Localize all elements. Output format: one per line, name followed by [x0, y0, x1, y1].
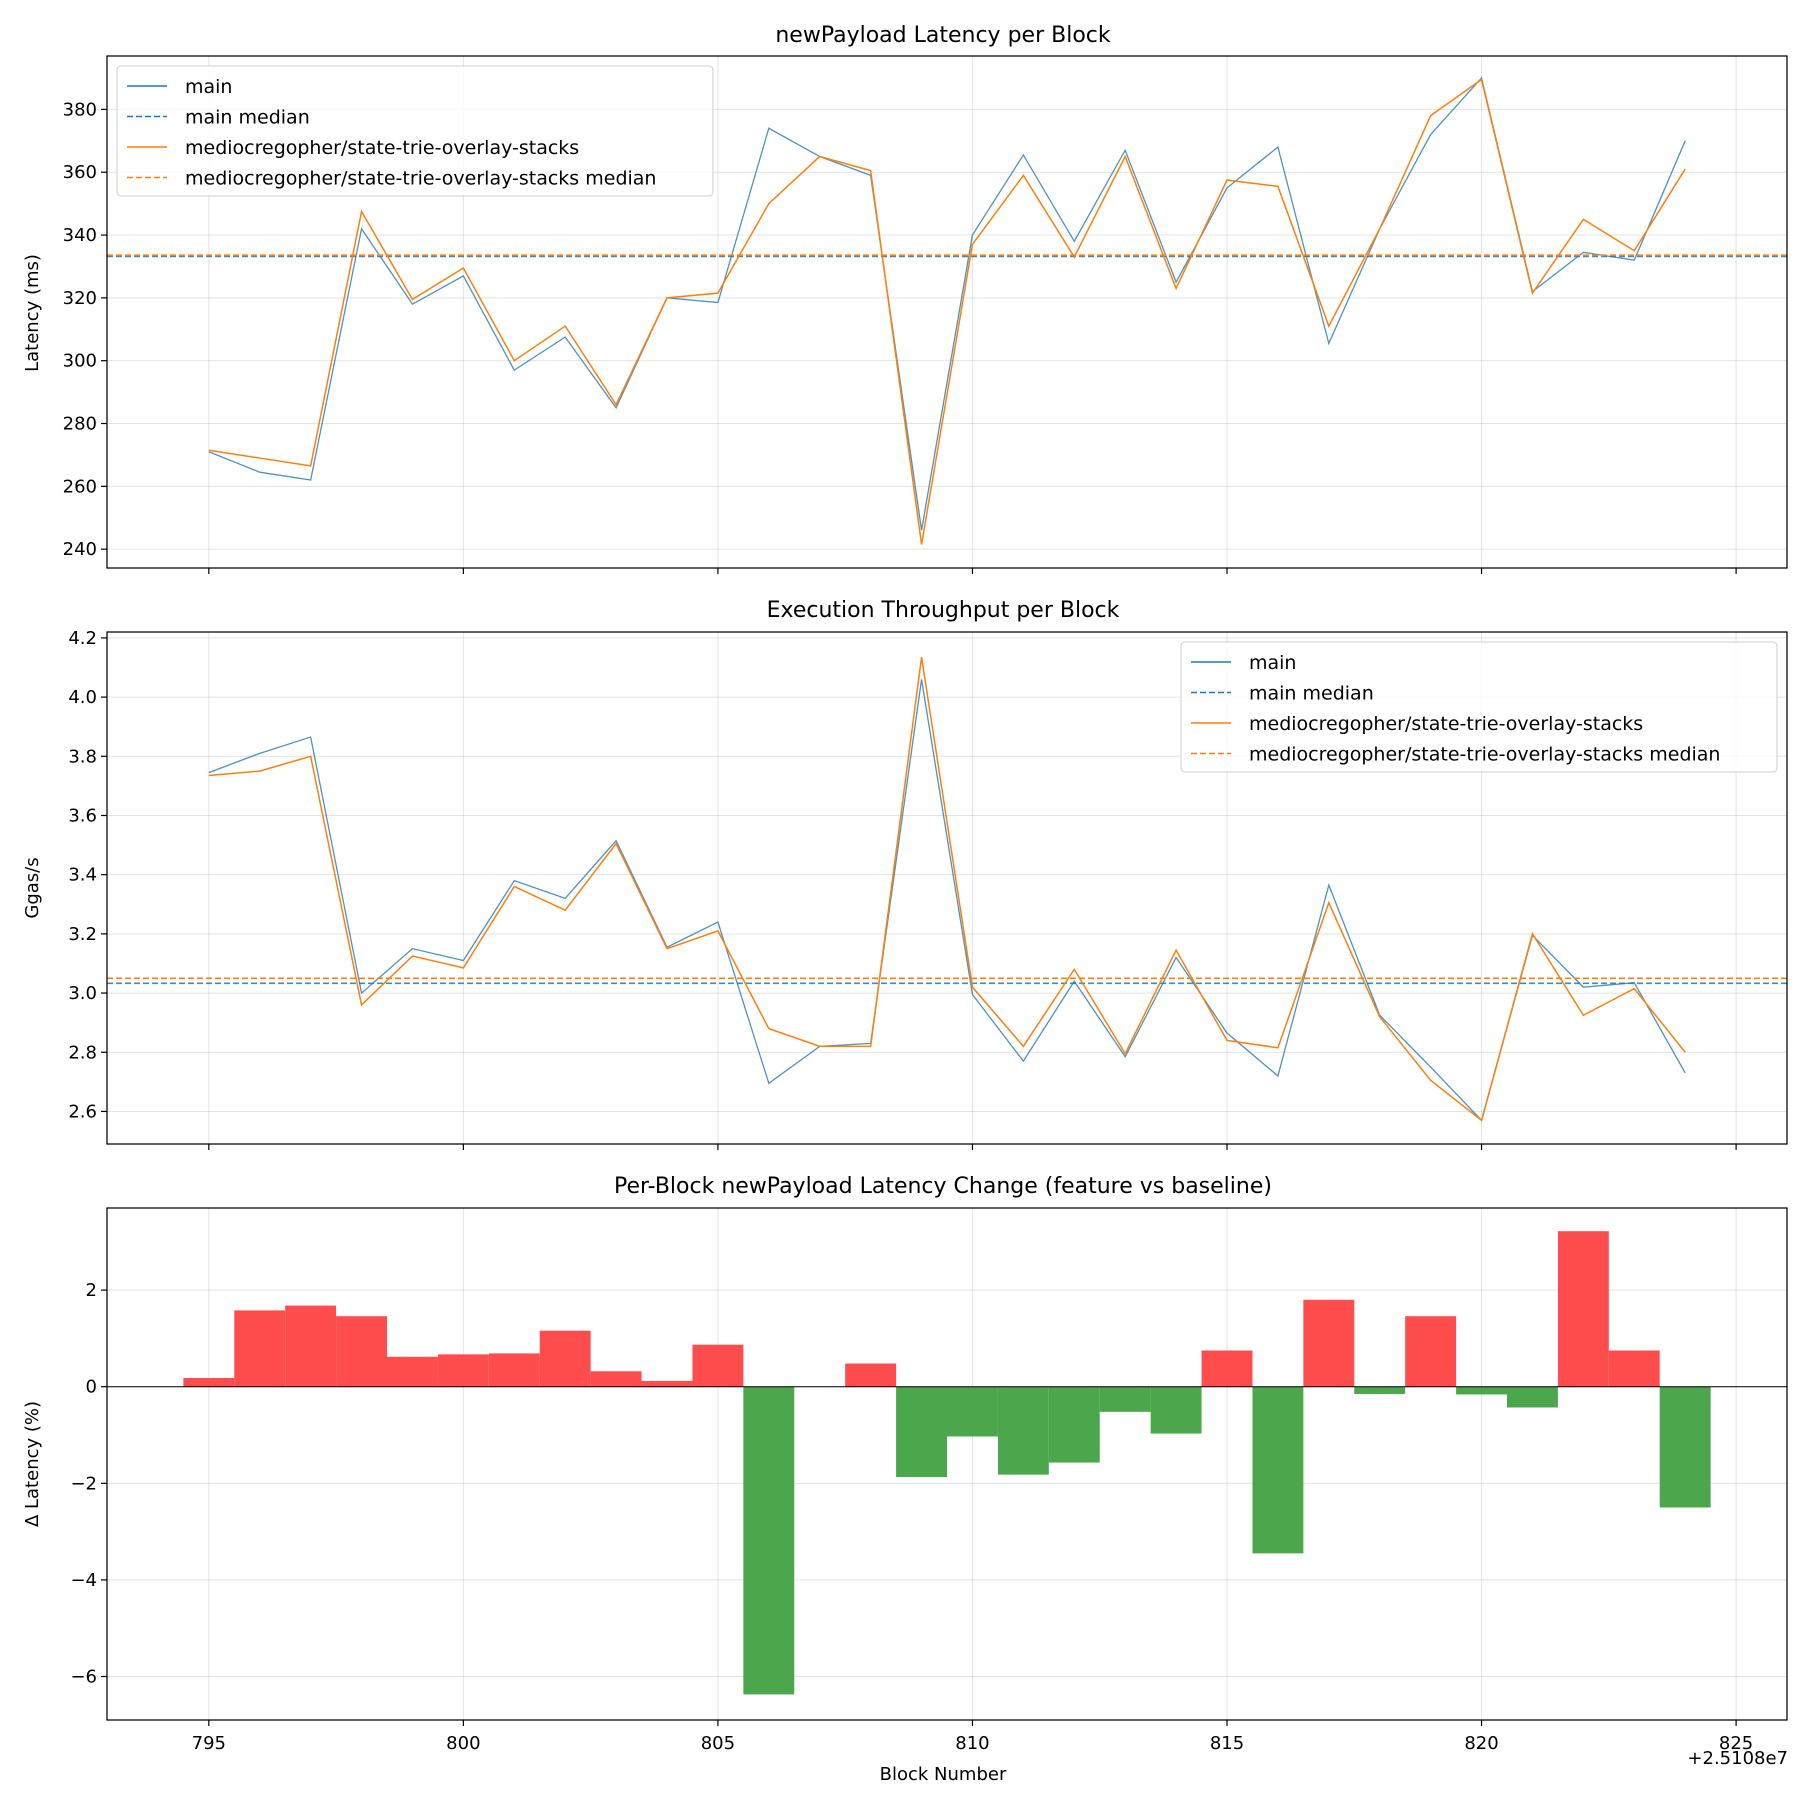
delta-bar: [590, 1371, 642, 1387]
delta-bar: [387, 1356, 438, 1387]
delta-bar: [488, 1353, 540, 1387]
delta-xtick-label: 820: [1464, 1733, 1498, 1754]
delta-bar: [1201, 1350, 1253, 1387]
delta-bar: [1252, 1386, 1304, 1554]
delta-bar: [1507, 1386, 1558, 1408]
delta-bar: [1557, 1231, 1609, 1387]
latency-ytick-label: 380: [63, 99, 97, 120]
throughput-legend-label: mediocregopher/state-trie-overlay-stacks: [1249, 713, 1643, 735]
delta-xtick-label: 815: [1210, 1733, 1244, 1754]
latency-legend: main main median mediocregopher/state-trie…: [116, 65, 714, 197]
throughput-panel: Execution Throughput per Block Ggas/s 2.…: [22, 598, 1788, 1150]
latency-ylabel: Latency (ms): [22, 254, 43, 372]
throughput-ytick-label: 4.2: [68, 628, 97, 649]
delta-bar: [437, 1354, 489, 1387]
throughput-content: [107, 657, 1787, 1122]
x-offset-text: +2.5108e7: [1687, 1748, 1788, 1769]
delta-xtick-label: 805: [701, 1733, 735, 1754]
latency-frame: [106, 55, 1788, 569]
delta-bar: [1099, 1386, 1151, 1412]
delta-bar: [1659, 1386, 1711, 1508]
delta-bar: [1354, 1386, 1406, 1394]
throughput-ytick-label: 2.8: [68, 1042, 97, 1063]
latency-ytick-label: 340: [63, 225, 97, 246]
latency-ytick-label: 240: [63, 539, 97, 560]
throughput-legend-label: main median: [1249, 683, 1374, 705]
latency-series-0-line: [208, 76, 1686, 531]
delta-ytick-label: 0: [86, 1377, 97, 1398]
delta-bar: [743, 1386, 795, 1695]
delta-bar: [1150, 1386, 1202, 1434]
delta-frame: [106, 1207, 1788, 1721]
latency-ytick-label: 320: [63, 288, 97, 309]
delta-bar: [845, 1363, 897, 1387]
delta-ytick-label: −4: [70, 1570, 97, 1591]
throughput-legend: main main median mediocregopher/state-trie…: [1180, 641, 1778, 773]
throughput-ytick-label: 4.0: [68, 687, 97, 708]
delta-bar: [183, 1378, 235, 1387]
latency-title: newPayload Latency per Block: [775, 23, 1111, 48]
throughput-title: Execution Throughput per Block: [767, 598, 1120, 623]
delta-bar: [539, 1330, 591, 1387]
latency-series-2-line: [208, 78, 1686, 545]
delta-bar: [1405, 1316, 1457, 1387]
delta-xlabel: Block Number: [880, 1764, 1007, 1785]
throughput-ytick-label: 3.6: [68, 805, 97, 826]
delta-panel: Per-Block newPayload Latency Change (fea…: [22, 1174, 1788, 1785]
throughput-plot-area: 2.6 2.8 3.0 3.2 3.4 3.6 3.8 4.0 4.2 main main medi…: [68, 628, 1788, 1150]
delta-bar: [1048, 1386, 1100, 1463]
delta-ytick-label: −2: [70, 1473, 97, 1494]
delta-xtick-label: 795: [192, 1733, 226, 1754]
throughput-legend-label: main: [1249, 652, 1296, 674]
delta-xtick-label: 800: [446, 1733, 480, 1754]
delta-title: Per-Block newPayload Latency Change (fea…: [614, 1174, 1272, 1199]
latency-ytick-label: 260: [63, 476, 97, 497]
delta-xtick-label: 810: [955, 1733, 989, 1754]
throughput-ytick-label: 3.4: [68, 865, 97, 886]
delta-bar: [1303, 1299, 1355, 1387]
delta-ytick-label: −6: [70, 1667, 97, 1688]
throughput-ytick-label: 3.2: [68, 924, 97, 945]
latency-ytick-label: 360: [63, 162, 97, 183]
throughput-ytick-label: 2.6: [68, 1101, 97, 1122]
throughput-legend-box: [1180, 641, 1778, 773]
delta-bar: [997, 1386, 1049, 1475]
delta-bar: [234, 1310, 286, 1387]
throughput-ytick-label: 3.8: [68, 746, 97, 767]
delta-bar: [285, 1305, 337, 1387]
latency-legend-label: mediocregopher/state-trie-overlay-stacks…: [185, 168, 656, 190]
throughput-legend-label: mediocregopher/state-trie-overlay-stacks…: [1249, 744, 1720, 766]
latency-legend-label: mediocregopher/state-trie-overlay-stacks: [185, 137, 579, 159]
delta-bar: [896, 1386, 947, 1478]
delta-content: [107, 1231, 1787, 1695]
throughput-frame: [106, 631, 1788, 1145]
throughput-ytick-label: 3.0: [68, 983, 97, 1004]
delta-bar: [641, 1380, 693, 1387]
latency-content: [107, 76, 1787, 545]
latency-legend-label: main: [185, 76, 232, 98]
delta-bar: [336, 1316, 387, 1387]
latency-ytick-label: 280: [63, 414, 97, 435]
delta-bar: [692, 1344, 744, 1387]
delta-xtick-label: 825: [1719, 1733, 1753, 1754]
delta-bar: [947, 1386, 998, 1437]
throughput-series-2-line: [208, 657, 1686, 1122]
delta-ylabel: Δ Latency (%): [22, 1401, 43, 1527]
latency-panel: newPayload Latency per Block Latency (ms…: [22, 23, 1788, 574]
latency-ytick-label: 300: [63, 351, 97, 372]
delta-plot-area: −6 −4 −2 0 2 795 800 805 810 815 820 825: [70, 1207, 1788, 1754]
latency-legend-label: main median: [185, 107, 310, 129]
throughput-series-0-line: [208, 679, 1686, 1122]
delta-bar: [1456, 1386, 1507, 1395]
latency-legend-box: [116, 65, 714, 197]
delta-ytick-label: 2: [86, 1280, 97, 1301]
throughput-ylabel: Ggas/s: [22, 857, 43, 918]
delta-bar: [1608, 1350, 1660, 1387]
